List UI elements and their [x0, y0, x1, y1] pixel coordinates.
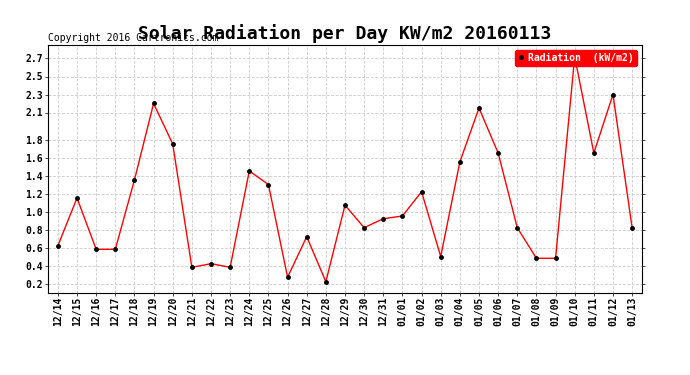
Legend: Radiation  (kW/m2): Radiation (kW/m2) [515, 50, 637, 66]
Text: Copyright 2016 Cartronics.com: Copyright 2016 Cartronics.com [48, 33, 219, 42]
Title: Solar Radiation per Day KW/m2 20160113: Solar Radiation per Day KW/m2 20160113 [139, 24, 551, 44]
